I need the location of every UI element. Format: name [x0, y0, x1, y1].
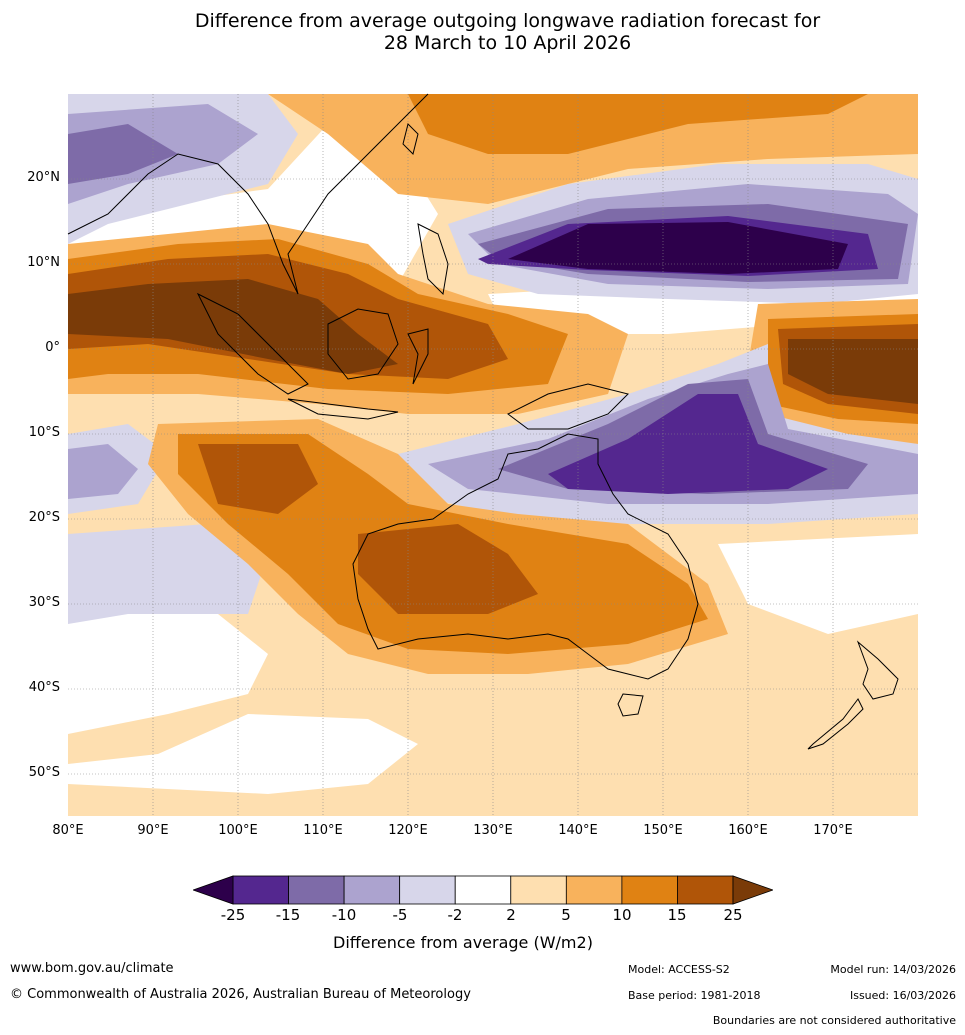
- colorbar-tick: -10: [331, 906, 357, 924]
- lon-label-170e: 170°E: [813, 823, 853, 838]
- colorbar-tick: -2: [447, 906, 463, 924]
- lon-label-130e: 130°E: [473, 823, 513, 838]
- colorbar-high-extend: [732, 875, 773, 905]
- lon-label-140e: 140°E: [558, 823, 598, 838]
- footer-model-run: Model run: 14/03/2026: [830, 963, 956, 976]
- colorbar-tick: 5: [561, 906, 571, 924]
- colorbar-cell: [343, 875, 401, 905]
- field-sp-purple-strong: [548, 394, 828, 494]
- tasmania-outline: [617, 693, 644, 717]
- colorbar: [193, 875, 773, 905]
- coastlines: [67, 93, 899, 750]
- nz-north-outline: [856, 640, 899, 700]
- field-east-eq-extreme: [788, 339, 918, 404]
- lon-label-110e: 110°E: [303, 823, 343, 838]
- field-neutral-south-west: [68, 604, 268, 734]
- field-nw-purple-mid: [68, 124, 178, 184]
- colorbar-tick: 15: [667, 906, 687, 924]
- colorbar-label: Difference from average (W/m2): [333, 933, 593, 952]
- lat-label-10n: 10°N: [27, 255, 60, 270]
- colorbar-cells: [232, 875, 734, 905]
- field-maritime-extreme: [68, 279, 398, 374]
- field-north-band: [408, 94, 868, 154]
- lon-label-80e: 80°E: [52, 823, 84, 838]
- nz-south-outline: [807, 698, 864, 750]
- mainland-asia-outline: [67, 93, 429, 295]
- lat-label-10s: 10°S: [28, 425, 60, 440]
- chart-title: Difference from average outgoing longwav…: [0, 10, 965, 54]
- field-neutral-south-east: [718, 534, 918, 634]
- field-io-purple-south: [68, 524, 268, 624]
- field-wp-purple-extreme: [508, 222, 848, 274]
- map-panel: [67, 93, 918, 816]
- lat-label-20s: 20°S: [28, 510, 60, 525]
- colorbar-cell: [565, 875, 623, 905]
- sulawesi-outline: [407, 328, 429, 385]
- footer-copyright: © Commonwealth of Australia 2026, Austra…: [10, 987, 471, 1002]
- lon-label-150e: 150°E: [643, 823, 683, 838]
- philippines-outline: [417, 223, 449, 296]
- anomaly-map: [67, 93, 918, 816]
- taiwan-outline: [402, 123, 419, 155]
- field-aus-strong-west: [198, 444, 318, 514]
- java-outline: [287, 398, 399, 420]
- colorbar-tick: 2: [506, 906, 516, 924]
- title-line-1: Difference from average outgoing longwav…: [194, 10, 821, 32]
- footer-website-link[interactable]: www.bom.gov.au/climate: [10, 961, 174, 976]
- colorbar-cell: [454, 875, 512, 905]
- colorbar-cell: [621, 875, 678, 905]
- title-line-2: 28 March to 10 April 2026: [383, 32, 632, 54]
- lat-label-40s: 40°S: [28, 680, 60, 695]
- lon-label-100e: 100°E: [218, 823, 258, 838]
- lat-label-20n: 20°N: [27, 170, 60, 185]
- colorbar-tick: -25: [220, 906, 246, 924]
- lat-label-0: 0°: [45, 340, 60, 355]
- colorbar-cell: [399, 875, 456, 905]
- lon-label-160e: 160°E: [728, 823, 768, 838]
- colorbar-cell: [232, 875, 289, 905]
- footer-model: Model: ACCESS-S2: [628, 963, 730, 976]
- footer-base-period: Base period: 1981-2018: [628, 989, 761, 1002]
- sumatra-outline: [196, 292, 309, 395]
- footer-issued: Issued: 16/03/2026: [849, 989, 956, 1002]
- colorbar-cell: [677, 875, 734, 905]
- australia-outline: [352, 433, 699, 680]
- colorbar-tick: 25: [723, 906, 743, 924]
- field-io-purple: [68, 444, 138, 499]
- lat-label-30s: 30°S: [28, 595, 60, 610]
- colorbar-tick: -15: [275, 906, 301, 924]
- field-aus-strong: [358, 524, 538, 614]
- lon-label-90e: 90°E: [137, 823, 169, 838]
- colorbar-low-extend: [193, 875, 234, 905]
- lat-label-50s: 50°S: [28, 765, 60, 780]
- colorbar-tick: -5: [392, 906, 408, 924]
- colorbar-cell: [510, 875, 567, 905]
- gridlines: [68, 94, 918, 816]
- lon-label-120e: 120°E: [388, 823, 428, 838]
- colorbar-tick: 10: [612, 906, 632, 924]
- borneo-outline: [327, 308, 399, 380]
- new-guinea-outline: [507, 383, 629, 430]
- footer-disclaimer: Boundaries are not considered authoritat…: [712, 1014, 956, 1027]
- colorbar-cell: [288, 875, 345, 905]
